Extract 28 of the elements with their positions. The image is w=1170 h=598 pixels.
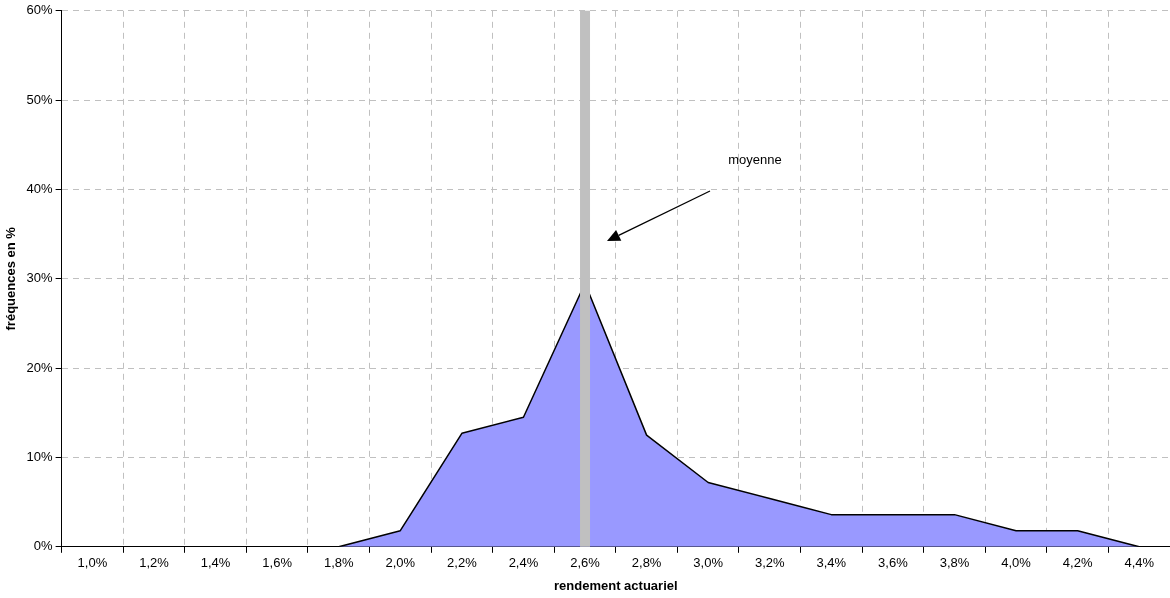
x-tick-label: 2,2% xyxy=(447,555,478,571)
x-tick-label: 4,0% xyxy=(1001,555,1032,571)
y-tick-label: 0% xyxy=(33,538,54,554)
x-tick-label: 3,0% xyxy=(693,555,724,571)
y-tick-label: 20% xyxy=(26,359,54,375)
y-tick-label: 30% xyxy=(26,270,54,286)
x-tick-label: 2,0% xyxy=(385,555,416,571)
x-tick-label: 3,2% xyxy=(754,555,785,571)
x-tick-label: 1,4% xyxy=(200,555,231,571)
y-tick-label: 60% xyxy=(26,2,54,18)
y-tick-label: 40% xyxy=(26,181,54,197)
y-axis-title: fréquences en % xyxy=(3,226,19,331)
x-tick-label: 1,2% xyxy=(139,555,170,571)
x-tick-label: 3,8% xyxy=(939,555,970,571)
x-tick-label: 1,8% xyxy=(323,555,354,571)
y-tick-label: 10% xyxy=(26,449,54,465)
x-tick-label: 3,6% xyxy=(878,555,909,571)
x-tick-label: 1,6% xyxy=(262,555,293,571)
x-tick-label: 4,4% xyxy=(1124,555,1155,571)
x-tick-label: 3,4% xyxy=(816,555,847,571)
y-tick-label: 50% xyxy=(26,91,54,107)
annotation: moyenne xyxy=(728,152,782,168)
x-axis-title: rendement actuariel xyxy=(554,577,678,593)
x-tick-label: 1,0% xyxy=(77,555,108,571)
x-tick-label: 2,8% xyxy=(631,555,662,571)
x-tick-label: 2,4% xyxy=(508,555,539,571)
x-tick-label: 2,6% xyxy=(570,555,601,571)
x-tick-label: 4,2% xyxy=(1062,555,1093,571)
